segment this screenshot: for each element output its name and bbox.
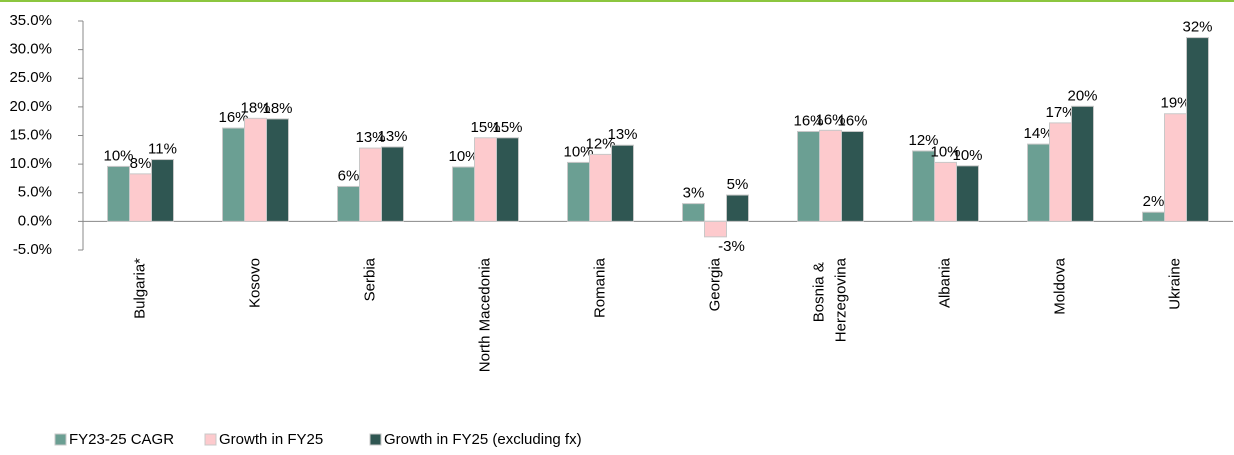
- value-label: 18%: [262, 100, 292, 117]
- value-label: 12%: [585, 135, 615, 152]
- y-tick-label: 25.0%: [9, 69, 52, 86]
- value-label: 16%: [837, 112, 867, 129]
- value-label: 11%: [148, 141, 177, 158]
- value-label: 10%: [952, 147, 982, 164]
- bar: [912, 150, 935, 222]
- value-label: 13%: [377, 128, 407, 145]
- x-tick-label: Kosovo: [246, 258, 263, 308]
- legend-swatch: [369, 433, 382, 446]
- bar: [704, 220, 727, 238]
- value-label: 15%: [492, 119, 522, 136]
- bar: [956, 165, 979, 222]
- value-label: 6%: [338, 167, 360, 184]
- bar: [1186, 37, 1209, 222]
- bar: [1071, 105, 1094, 222]
- legend-swatch: [54, 433, 67, 446]
- y-tick-label: 0.0%: [18, 212, 52, 229]
- x-tick-label: Bulgaria*: [131, 258, 148, 319]
- value-label: 12%: [908, 132, 938, 149]
- bar: [496, 137, 519, 222]
- bar: [129, 173, 152, 222]
- value-label: 13%: [607, 126, 637, 143]
- value-label: 2%: [1143, 193, 1165, 210]
- value-label: 10%: [563, 143, 593, 160]
- bar: [1027, 143, 1050, 222]
- y-tick-label: 30.0%: [9, 41, 52, 58]
- bar: [797, 130, 820, 222]
- y-tick-label: -5.0%: [13, 241, 52, 258]
- y-tick-label: 15.0%: [9, 126, 52, 143]
- value-label: 20%: [1067, 87, 1097, 104]
- x-tick-label: Georgia: [706, 257, 723, 311]
- bar: [337, 185, 360, 222]
- value-label: 10%: [930, 143, 960, 160]
- value-label: -3%: [718, 238, 745, 255]
- bar: [1049, 122, 1072, 222]
- bar: [934, 161, 957, 222]
- bar: [222, 127, 245, 222]
- value-label: 3%: [683, 185, 705, 202]
- value-label: 32%: [1182, 19, 1212, 36]
- y-tick-label: 20.0%: [9, 98, 52, 115]
- legend-swatch: [204, 433, 217, 446]
- value-label: 15%: [470, 119, 500, 136]
- x-tick-label: Romania: [591, 257, 608, 318]
- bar: [1142, 211, 1165, 222]
- value-label: 13%: [355, 129, 385, 146]
- bar: [474, 137, 497, 222]
- bar: [266, 118, 289, 222]
- bar: [1164, 113, 1187, 222]
- x-tick-label: Serbia: [361, 257, 378, 301]
- x-tick-label: Moldova: [1051, 257, 1068, 314]
- y-tick-label: 5.0%: [18, 184, 52, 201]
- bar: [611, 144, 634, 222]
- bar: [726, 194, 749, 222]
- value-label: 8%: [130, 155, 152, 172]
- value-label: 18%: [240, 99, 270, 116]
- value-label: 16%: [815, 111, 845, 128]
- bar: [589, 153, 612, 222]
- x-tick-label: Bosnia & Herzegovina: [810, 257, 849, 342]
- legend-label: FY23-25 CAGR: [69, 431, 174, 448]
- value-label: 19%: [1160, 95, 1190, 112]
- bar: [819, 129, 842, 222]
- x-tick-label: North Macedonia: [476, 257, 493, 372]
- value-label: 17%: [1045, 104, 1075, 121]
- bar: [151, 159, 174, 222]
- bar: [682, 203, 705, 222]
- bar: [107, 165, 130, 222]
- legend-label: Growth in FY25 (excluding fx): [384, 431, 582, 448]
- value-label: 10%: [103, 147, 133, 164]
- x-tick-label: Ukraine: [1166, 258, 1183, 310]
- value-label: 5%: [727, 176, 749, 193]
- bar: [381, 146, 404, 222]
- value-label: 16%: [218, 109, 248, 126]
- bar: [359, 147, 382, 222]
- bar: [452, 166, 475, 222]
- legend-label: Growth in FY25: [219, 431, 323, 448]
- bar: [244, 117, 267, 222]
- value-label: 14%: [1023, 125, 1053, 142]
- y-tick-label: 10.0%: [9, 155, 52, 172]
- y-tick-label: 35.0%: [9, 12, 52, 29]
- x-tick-label: Albania: [936, 257, 953, 308]
- value-label: 16%: [793, 112, 823, 129]
- bar: [841, 130, 864, 222]
- value-label: 10%: [448, 148, 478, 165]
- bar: [567, 161, 590, 222]
